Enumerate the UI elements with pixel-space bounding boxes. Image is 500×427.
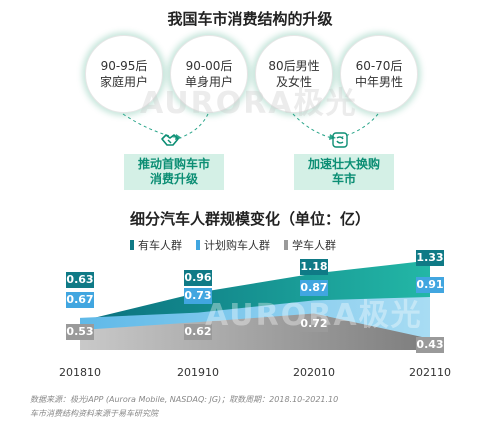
connector-line xyxy=(341,113,379,138)
trend-line1: 推动首购车市 xyxy=(137,157,210,171)
segment-line1: 90-95后 xyxy=(100,59,148,73)
connector-line xyxy=(181,113,209,138)
segment-bubble-3: 80后男性 及女性 xyxy=(255,35,333,113)
trend-line2: 消费升级 xyxy=(149,172,198,186)
data-label: 0.73 xyxy=(184,288,212,304)
legend-item: 学车人群 xyxy=(284,237,336,253)
refresh-icon xyxy=(332,132,348,148)
segment-line1: 60-70后 xyxy=(355,59,403,73)
x-tick-label: 202010 xyxy=(293,366,335,379)
x-tick-label: 201810 xyxy=(59,366,101,379)
connector-line xyxy=(122,113,179,139)
chart-title: 细分汽车人群规模变化（单位：亿） xyxy=(129,210,370,228)
x-tick-label: 202110 xyxy=(409,366,451,379)
segment-bubble-2: 90-00后 单身用户 xyxy=(170,35,248,113)
footer-note: 车市消费结构资料来源于易车研究院 xyxy=(30,409,158,418)
watermark: AURORA极光 xyxy=(140,86,358,121)
series-area-learners xyxy=(80,313,430,350)
legend-item: 计划购车人群 xyxy=(196,237,270,253)
x-tick-label: 201910 xyxy=(177,366,219,379)
segment-line1: 90-00后 xyxy=(185,59,233,73)
data-label: 0.53 xyxy=(66,324,94,340)
data-label: 1.18 xyxy=(300,259,328,275)
data-label: 0.62 xyxy=(184,324,212,340)
data-label: 0.91 xyxy=(416,277,444,293)
legend-label: 计划购车人群 xyxy=(204,239,270,252)
data-label: 0.87 xyxy=(300,280,328,296)
segment-line2: 单身用户 xyxy=(184,75,233,89)
footer-source: 数据来源：极光iAPP (Aurora Mobile, NASDAQ: JG)；… xyxy=(30,395,339,404)
segment-line2: 中年男性 xyxy=(354,75,403,89)
data-label: 1.33 xyxy=(416,250,444,266)
data-label: 0.63 xyxy=(66,272,94,288)
segment-bubble-1: 90-95后 家庭用户 xyxy=(85,35,163,113)
connector-line xyxy=(292,113,333,139)
data-label: 0.72 xyxy=(300,316,328,332)
trend-tag-first-purchase: 推动首购车市 消费升级 xyxy=(124,154,224,190)
data-label: 0.67 xyxy=(66,292,94,308)
legend-item: 有车人群 xyxy=(130,237,182,253)
trend-tag-replacement: 加速壮大换购 车市 xyxy=(294,154,394,190)
segment-line1: 80后男性 xyxy=(268,59,320,73)
trend-line2: 车市 xyxy=(331,172,356,186)
data-label: 0.43 xyxy=(416,337,444,353)
legend-label: 有车人群 xyxy=(138,239,182,252)
chart-legend: 有车人群 计划购车人群 学车人群 xyxy=(130,237,336,253)
chart-watermark: AURORA极光 xyxy=(205,298,423,333)
area-chart xyxy=(80,260,430,350)
infographic-title: 我国车市消费结构的升级 xyxy=(167,10,333,28)
legend-label: 学车人群 xyxy=(292,239,336,252)
segment-line2: 家庭用户 xyxy=(99,75,148,89)
trend-line1: 加速壮大换购 xyxy=(307,157,380,171)
connector-arrows xyxy=(122,113,379,140)
segment-line2: 及女性 xyxy=(275,75,312,89)
segment-bubble-4: 60-70后 中年男性 xyxy=(340,35,418,113)
handshake-icon xyxy=(161,134,179,146)
data-label: 0.96 xyxy=(184,270,212,286)
